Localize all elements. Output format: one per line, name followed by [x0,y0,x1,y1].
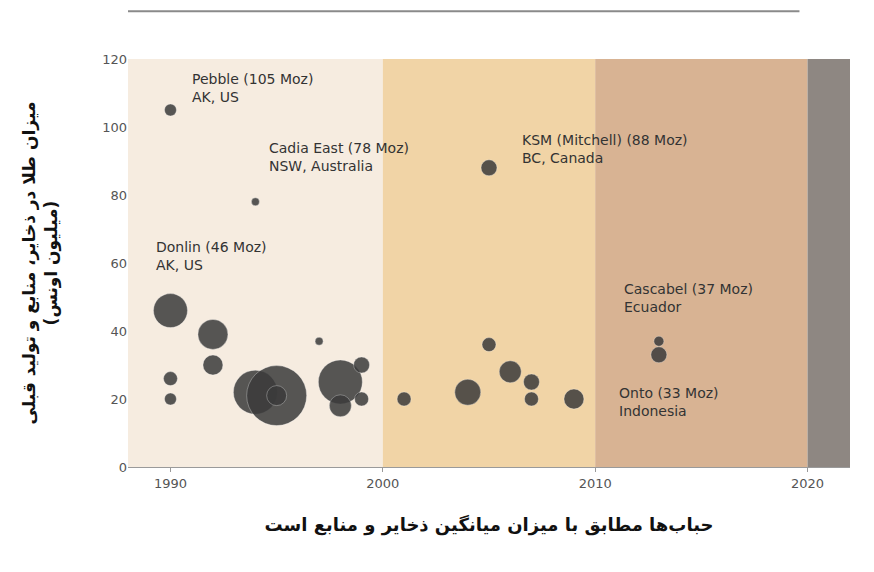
svg-text:80: 80 [110,188,127,203]
svg-text:KSM (Mitchell) (88 Moz)BC, Can: KSM (Mitchell) (88 Moz)BC, Canada [522,132,688,166]
svg-text:2000: 2000 [366,476,399,491]
svg-text:120: 120 [102,52,127,67]
svg-text:1990: 1990 [154,476,187,491]
svg-text:20: 20 [110,392,127,407]
svg-text:2020: 2020 [791,476,824,491]
svg-text:Donlin (46 Moz)AK, US: Donlin (46 Moz)AK, US [156,239,267,273]
svg-text:Cascabel (37 Moz)Ecuador: Cascabel (37 Moz)Ecuador [624,281,753,315]
svg-text:2010: 2010 [579,476,612,491]
svg-text:Cadia East (78 Moz)NSW, Austra: Cadia East (78 Moz)NSW, Australia [269,140,409,174]
svg-text:Onto (33 Moz)Indonesia: Onto (33 Moz)Indonesia [619,385,719,419]
svg-text:حباب‌ها مطابق با میزان میانگین: حباب‌ها مطابق با میزان میانگین ذخایر و م… [264,514,713,536]
svg-text:میزان طلا در ذخایر، منابع و تو: میزان طلا در ذخایر، منابع و تولید قبلی(م… [19,102,62,425]
svg-text:100: 100 [102,120,127,135]
svg-text:Pebble (105 Moz)AK, US: Pebble (105 Moz)AK, US [192,71,313,105]
svg-text:40: 40 [110,324,127,339]
svg-text:60: 60 [110,256,127,271]
svg-text:0: 0 [119,460,127,475]
